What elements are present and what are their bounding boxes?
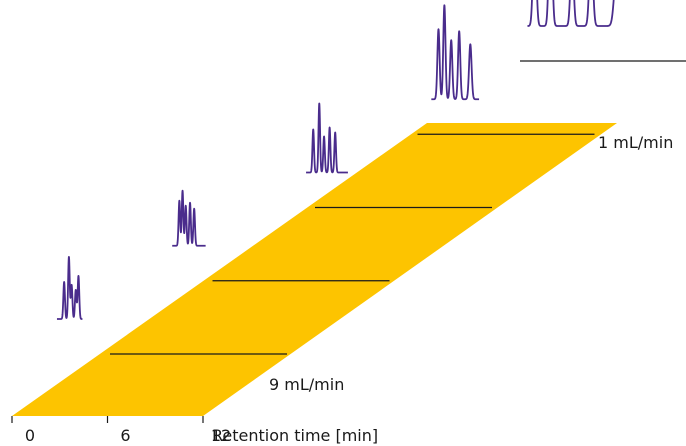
- x-tick-label: 12: [211, 426, 231, 445]
- x-tick-label: 6: [120, 426, 130, 445]
- chromatogram-trace-1-ml-min: [526, 0, 615, 27]
- chromatogram-trace-3-ml-min: [430, 4, 480, 101]
- chromatogram-traces: [56, 0, 615, 320]
- x-axis-label: Retention time [min]: [212, 426, 378, 445]
- x-axis: 0 6 12: [11, 416, 231, 445]
- x-tick-label: 0: [25, 426, 35, 445]
- chromatogram-trace-5-ml-min: [305, 102, 349, 174]
- flow-rate-label-front: 9 mL/min: [269, 375, 344, 394]
- flow-rate-plane: [12, 123, 617, 416]
- chromatogram-trace-7-ml-min: [171, 189, 207, 247]
- chromatogram-trace-9-ml-min: [56, 255, 84, 320]
- flow-rate-label-back: 1 mL/min: [598, 133, 673, 152]
- baselines: [110, 60, 686, 355]
